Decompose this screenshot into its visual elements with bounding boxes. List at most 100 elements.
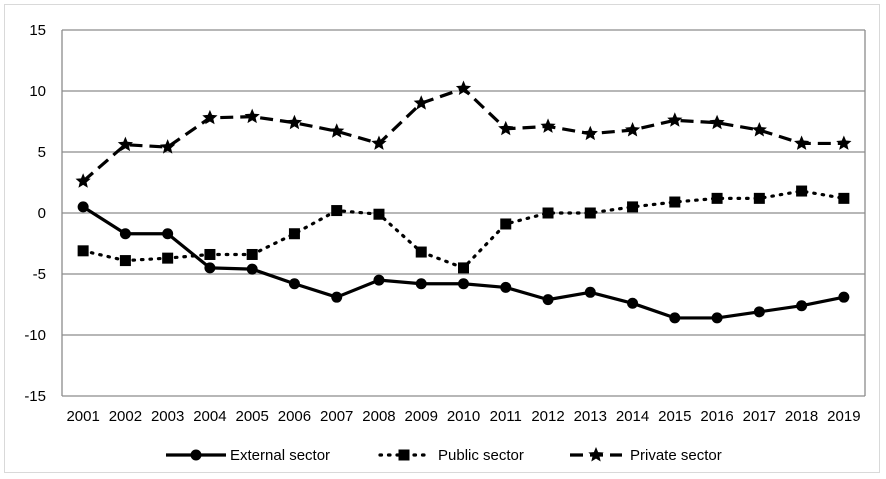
data-point (584, 207, 596, 219)
x-tick-label: 2017 (743, 408, 776, 425)
data-point (331, 205, 343, 217)
legend-entry: Private sector (570, 447, 722, 464)
legend: External sector Public sector Private sect… (166, 447, 722, 464)
data-point (77, 201, 89, 213)
x-tick-label: 2019 (827, 408, 860, 425)
data-point (288, 278, 300, 290)
y-tick-label: -15 (24, 388, 46, 405)
data-point (709, 114, 725, 130)
data-point (331, 291, 343, 303)
data-point (542, 294, 554, 306)
data-point (162, 252, 174, 264)
x-tick-label: 2018 (785, 408, 818, 425)
data-point (413, 95, 429, 110)
data-point (540, 118, 556, 133)
data-point (542, 207, 554, 219)
y-tick-label: -5 (33, 266, 46, 283)
data-point (119, 255, 131, 267)
x-tick-label: 2013 (574, 408, 607, 425)
data-point (796, 300, 808, 312)
data-point (669, 312, 681, 324)
y-axis-ticks: 15 10 5 0 -5 -10 -15 (24, 22, 46, 405)
data-point (667, 112, 683, 127)
data-point (160, 139, 176, 154)
data-point (584, 286, 596, 298)
data-point (500, 281, 512, 293)
data-point (669, 196, 681, 208)
x-tick-label: 2003 (151, 408, 184, 425)
y-tick-label: -10 (24, 327, 46, 344)
data-point (624, 122, 641, 137)
series-line (82, 86, 844, 183)
data-point (458, 278, 469, 290)
data-point (288, 228, 300, 240)
legend-entry: Public sector (378, 447, 524, 464)
x-tick-label: 2011 (490, 408, 522, 425)
y-tick-label: 0 (38, 205, 46, 222)
data-point (117, 136, 133, 152)
series-external-sector (77, 201, 850, 324)
data-point (204, 262, 216, 274)
data-point (796, 185, 808, 197)
x-tick-label: 2012 (531, 408, 564, 425)
data-point (751, 122, 767, 137)
data-point (77, 245, 89, 257)
data-point (458, 262, 469, 274)
data-point (373, 274, 385, 286)
x-tick-label: 2015 (658, 408, 691, 425)
data-point (627, 297, 639, 309)
x-tick-label: 2016 (700, 408, 733, 425)
data-point (627, 201, 639, 213)
x-tick-label: 2005 (235, 408, 268, 425)
data-point (455, 80, 472, 96)
x-tick-label: 2007 (320, 408, 353, 425)
data-point (500, 218, 512, 230)
y-tick-label: 10 (29, 83, 46, 100)
data-point (204, 248, 216, 260)
data-point (162, 228, 174, 240)
x-tick-label: 2009 (405, 408, 438, 425)
y-tick-label: 15 (29, 22, 46, 39)
legend-marker (588, 447, 604, 462)
legend-label: Private sector (630, 447, 722, 464)
data-point (711, 312, 723, 324)
chart-frame (4, 4, 880, 473)
legend-marker (398, 449, 410, 461)
data-point (371, 135, 387, 150)
data-point (711, 192, 723, 204)
data-point (202, 109, 218, 125)
legend-label: External sector (230, 447, 330, 464)
data-point (246, 248, 258, 260)
data-point (838, 192, 850, 204)
legend-label: Public sector (438, 447, 524, 464)
series-public-sector (77, 185, 850, 274)
data-point (415, 246, 427, 258)
data-point (373, 208, 385, 220)
data-point (498, 120, 514, 136)
data-point (415, 278, 427, 290)
data-point (794, 135, 810, 150)
x-tick-label: 2001 (66, 408, 99, 425)
x-tick-label: 2014 (616, 408, 649, 425)
data-point (836, 135, 852, 150)
data-point (75, 173, 91, 188)
legend-marker (190, 449, 202, 461)
data-point (119, 228, 131, 240)
data-point (753, 306, 765, 318)
x-tick-label: 2010 (447, 408, 480, 425)
data-point (329, 123, 345, 138)
data-point (753, 192, 765, 204)
legend-entry: External sector (166, 447, 330, 464)
gridlines (61, 29, 866, 397)
x-tick-label: 2002 (109, 408, 142, 425)
x-tick-label: 2004 (193, 408, 226, 425)
y-tick-label: 5 (38, 144, 46, 161)
data-point (838, 291, 850, 303)
x-tick-label: 2008 (362, 408, 395, 425)
data-point (246, 263, 258, 275)
data-point (582, 125, 598, 141)
series-lines (75, 80, 852, 324)
series-private-sector (75, 80, 852, 188)
x-axis-ticks: 2001 2002 2003 2004 2005 2006 2007 2008 2009 2010… (66, 408, 860, 425)
